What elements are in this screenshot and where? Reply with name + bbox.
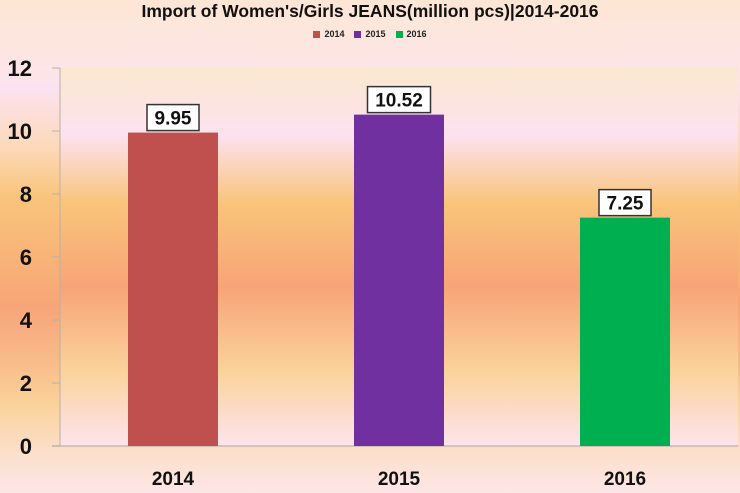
x-tick-label: 2014 bbox=[152, 469, 195, 490]
legend-item-2016: 2016 bbox=[395, 29, 427, 39]
y-tick-label: 12 bbox=[8, 56, 32, 81]
legend-label-2016: 2016 bbox=[406, 29, 427, 39]
data-label-box bbox=[598, 188, 652, 217]
y-tick-label: 10 bbox=[8, 119, 32, 144]
axes: 0 2 4 6 8 10 12 2014 2015 2016 bbox=[8, 56, 738, 490]
bar-2015 bbox=[354, 114, 444, 447]
x-tick-label: 2016 bbox=[604, 469, 646, 490]
data-label: 9.95 bbox=[155, 109, 192, 130]
legend: 2014 2015 2016 bbox=[0, 29, 740, 39]
legend-item-2015: 2015 bbox=[354, 29, 386, 39]
chart-title: Import of Women's/Girls JEANS(million pc… bbox=[141, 1, 599, 21]
data-label: 10.52 bbox=[375, 91, 423, 112]
y-tick-label: 6 bbox=[20, 245, 32, 270]
legend-swatch-2014 bbox=[313, 30, 321, 38]
y-tick-label: 2 bbox=[20, 371, 32, 396]
legend-swatch-2015 bbox=[354, 30, 362, 38]
data-label: 7.25 bbox=[607, 194, 644, 215]
y-tick-label: 8 bbox=[20, 182, 32, 207]
legend-item-2014: 2014 bbox=[313, 29, 344, 39]
x-tick-label: 2015 bbox=[378, 469, 421, 490]
data-label-box bbox=[366, 85, 432, 114]
bar-2016 bbox=[580, 217, 670, 446]
data-label-box bbox=[146, 103, 200, 132]
data-labels: 9.95 10.52 7.25 bbox=[146, 85, 652, 217]
bar-2014 bbox=[128, 132, 218, 446]
bars bbox=[128, 114, 670, 447]
legend-label-2015: 2015 bbox=[365, 29, 386, 39]
y-tick-label: 4 bbox=[20, 308, 33, 333]
legend-swatch-2016 bbox=[395, 30, 403, 38]
y-tick-label: 0 bbox=[20, 434, 32, 459]
legend-label-2014: 2014 bbox=[324, 29, 345, 39]
